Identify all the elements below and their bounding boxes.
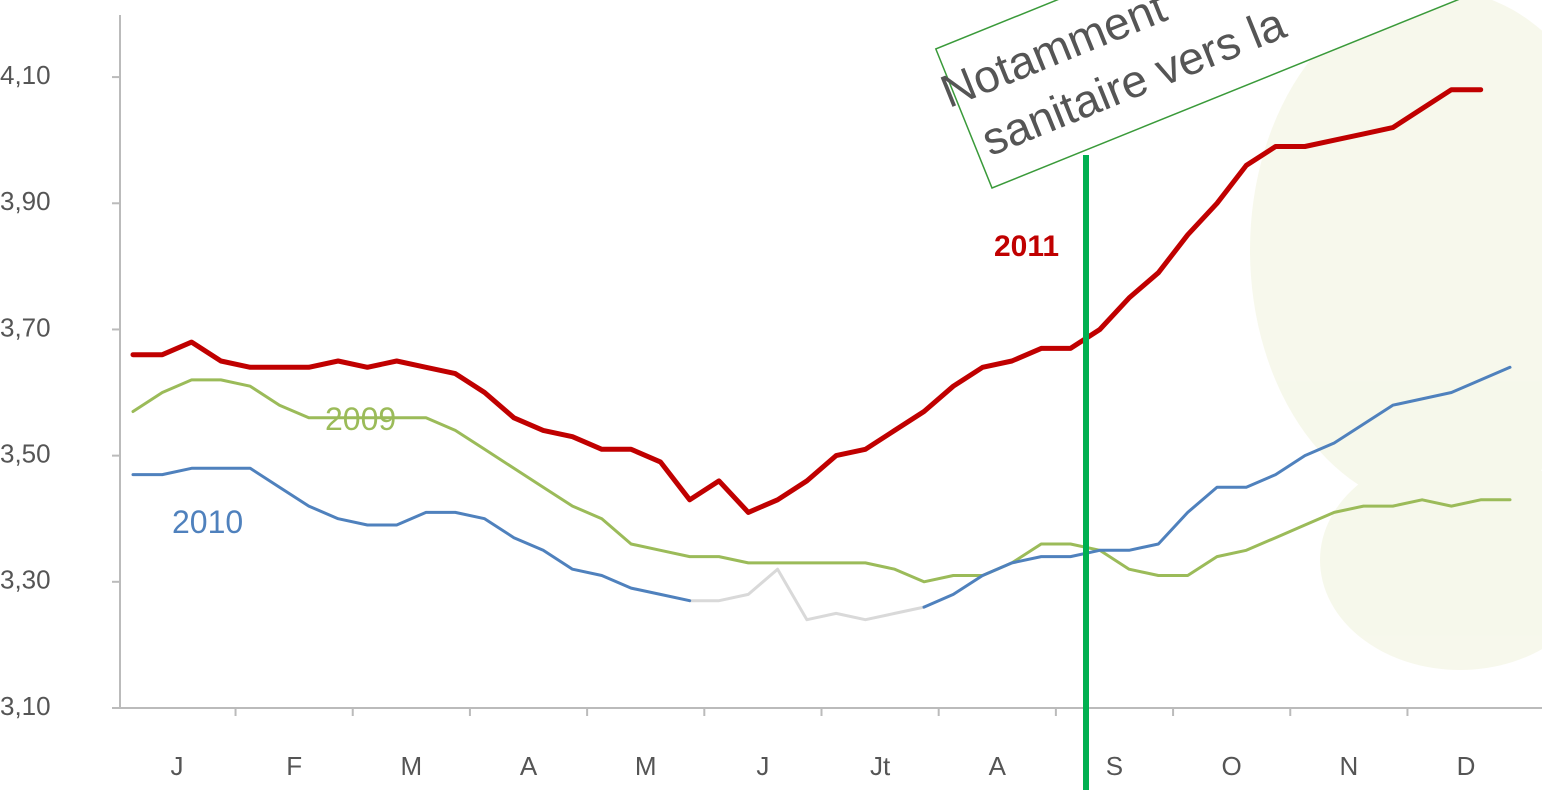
series-label: 2009 [325, 401, 396, 437]
background-decoration [1250, 0, 1542, 670]
x-tick-label: M [400, 751, 422, 781]
x-tick-label: F [286, 751, 302, 781]
y-tick-label: 4,10 [0, 60, 51, 90]
series-label: 2010 [172, 504, 243, 540]
tree-shape [1250, 0, 1542, 510]
x-tick-label: J [170, 751, 183, 781]
y-tick-label: 3,90 [0, 186, 51, 216]
series-label: 2011 [994, 230, 1059, 263]
y-tick-label: 3,30 [0, 565, 51, 595]
y-tick-label: 3,50 [0, 439, 51, 469]
callout-box [934, 0, 1542, 189]
x-tick-label: M [635, 751, 657, 781]
x-tick-label: D [1457, 751, 1476, 781]
x-tick-label: S [1106, 751, 1123, 781]
x-tick-label: O [1222, 751, 1242, 781]
y-tick-label: 3,10 [0, 691, 51, 721]
series-line [131, 378, 1512, 584]
y-tick-label: 3,70 [0, 312, 51, 342]
series-line [688, 567, 926, 622]
x-tick-label: Jt [870, 751, 891, 781]
x-tick-label: J [756, 751, 769, 781]
x-tick-label: N [1339, 751, 1358, 781]
series-line [131, 365, 1512, 609]
ticks: 3,10 3,30 3,50 3,70 3,90 4,10 J F M A M J Jt A S O N D [0, 60, 1475, 781]
lines [130, 87, 1512, 622]
tree-shape [1320, 450, 1542, 670]
x-tick-label: A [989, 751, 1007, 781]
series-line [130, 87, 1484, 515]
x-tick-label: A [520, 751, 538, 781]
